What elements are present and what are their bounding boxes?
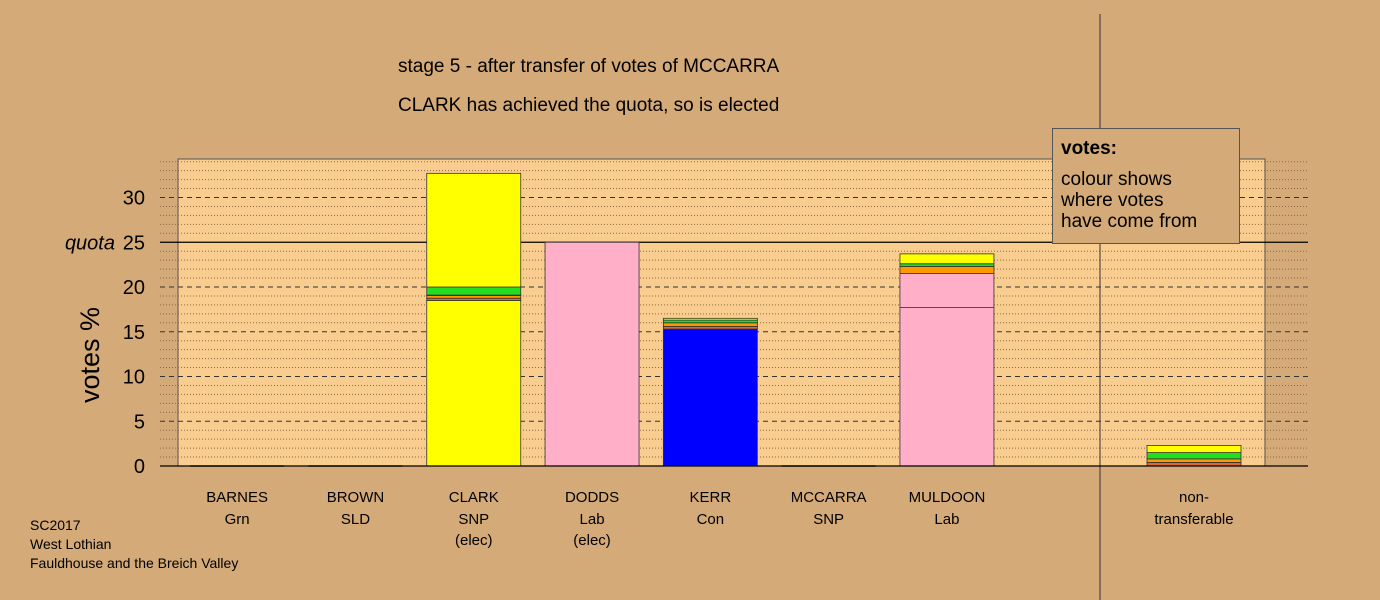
candidate-name-label: DODDS — [565, 489, 619, 506]
bar-segment — [1146, 458, 1242, 463]
legend-title: votes: — [1061, 138, 1117, 159]
bar-segment — [1146, 445, 1242, 453]
y-tick-label: 10 — [123, 367, 145, 389]
candidate-party-label: SLD — [341, 511, 370, 528]
bar-segment — [899, 266, 995, 274]
candidate-party-label: SNP — [458, 511, 489, 528]
candidate-name-label: MCCARRA — [791, 489, 867, 506]
footer-council: West Lothian — [30, 536, 112, 552]
bar-segment — [1146, 452, 1242, 460]
y-axis-label: votes % — [75, 307, 105, 403]
bar-clark — [426, 172, 522, 467]
bar-kerr — [662, 317, 758, 467]
bar-segment — [544, 241, 640, 467]
candidate-status-label: (elec) — [573, 532, 611, 549]
candidate-name-label: BROWN — [327, 489, 385, 506]
candidate-name-label: BARNES — [206, 489, 268, 506]
bar-nontransferable — [1146, 445, 1242, 467]
bar-segment — [899, 263, 995, 267]
candidate-name-label: MULDOON — [909, 489, 986, 506]
y-tick-label: 30 — [123, 188, 145, 210]
bar-segment — [662, 328, 758, 467]
bar-dodds — [544, 241, 640, 467]
footer-ward: Fauldhouse and the Breich Valley — [30, 555, 239, 571]
candidate-name-label: CLARK — [449, 489, 499, 506]
bar-segment — [899, 253, 995, 265]
y-tick-label: 15 — [123, 322, 145, 344]
chart-title: stage 5 - after transfer of votes of MCC… — [398, 56, 780, 77]
bar-muldoon — [899, 253, 995, 467]
footer-election: SC2017 — [30, 517, 81, 533]
candidate-party-label: Lab — [934, 511, 959, 528]
candidate-party-label: Lab — [580, 511, 605, 528]
legend-line: where votes — [1061, 190, 1164, 211]
nontransferable-label: non- — [1179, 489, 1209, 506]
bar-segment — [899, 273, 995, 308]
bar-segment — [662, 322, 758, 327]
y-tick-label: 20 — [123, 277, 145, 299]
candidate-party-label: Grn — [225, 511, 250, 528]
bar-segment — [426, 300, 522, 467]
candidate-status-label: (elec) — [455, 532, 493, 549]
y-tick-label: 25 — [123, 232, 145, 254]
quota-label: quota — [65, 232, 115, 254]
candidate-party-label: SNP — [813, 511, 844, 528]
chart-subtitle: CLARK has achieved the quota, so is elec… — [398, 95, 780, 116]
y-tick-label: 5 — [134, 411, 145, 433]
legend-line: colour shows — [1061, 169, 1172, 190]
bar-segment — [662, 319, 758, 324]
legend-line: have come from — [1061, 211, 1198, 232]
bar-segment — [662, 317, 758, 321]
candidate-name-label: KERR — [690, 489, 732, 506]
bar-segment — [899, 307, 995, 467]
nontransferable-label: transferable — [1154, 511, 1233, 528]
candidate-party-label: Con — [697, 511, 725, 528]
axes: BARNES Grn BROWN SLD CLARK SNP (elec) DODDS Lab (… — [65, 188, 1308, 549]
legend-box: votes: colour shows where votes have com… — [1052, 128, 1240, 244]
bars — [190, 172, 1242, 467]
bar-segment — [426, 172, 522, 288]
bar-segment — [662, 325, 758, 330]
y-tick-label: 0 — [134, 456, 145, 478]
bar-segment — [426, 286, 522, 296]
